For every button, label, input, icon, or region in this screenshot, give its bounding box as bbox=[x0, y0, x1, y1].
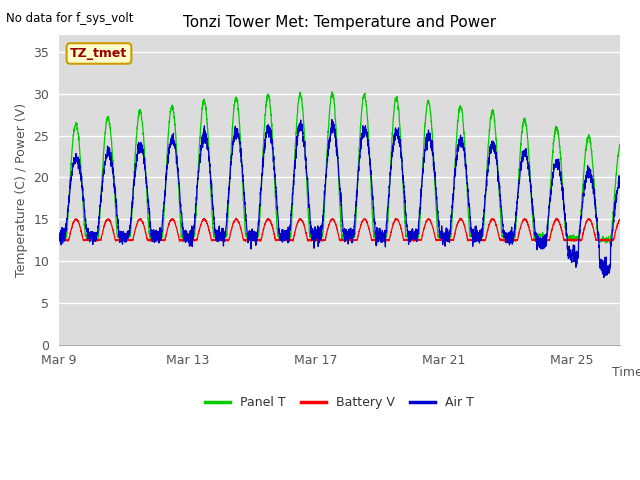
Legend: Panel T, Battery V, Air T: Panel T, Battery V, Air T bbox=[200, 391, 479, 414]
Text: TZ_tmet: TZ_tmet bbox=[70, 47, 127, 60]
Text: No data for f_sys_volt: No data for f_sys_volt bbox=[6, 12, 134, 25]
Title: Tonzi Tower Met: Temperature and Power: Tonzi Tower Met: Temperature and Power bbox=[183, 15, 496, 30]
Y-axis label: Temperature (C) / Power (V): Temperature (C) / Power (V) bbox=[15, 103, 28, 277]
X-axis label: Time: Time bbox=[612, 366, 640, 379]
